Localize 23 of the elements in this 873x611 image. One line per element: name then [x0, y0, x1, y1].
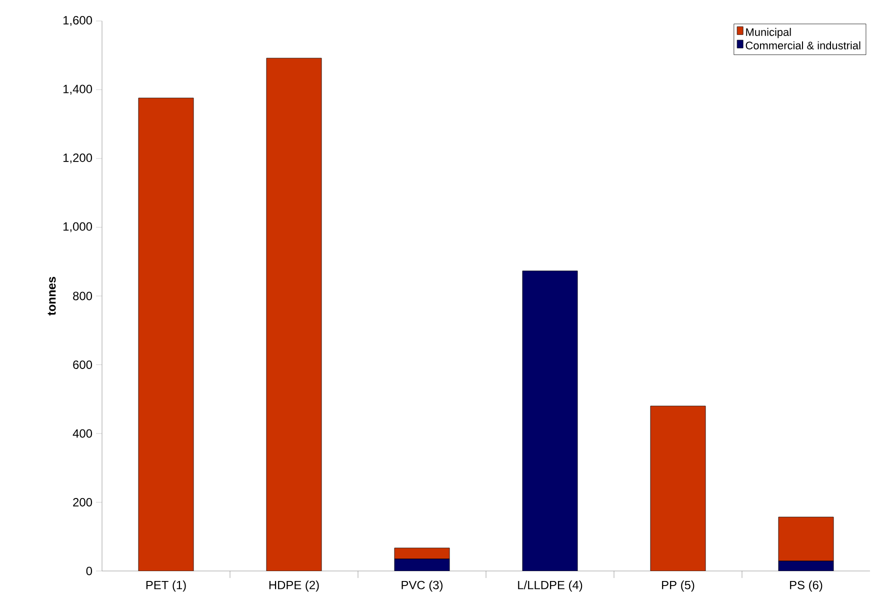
y-tick-label: 800: [73, 292, 92, 300]
y-tick-label: 0: [86, 566, 92, 576]
y-tick-label: 1,200: [63, 154, 92, 164]
x-tick-label: PET (1): [146, 580, 186, 592]
y-tick-label: 200: [73, 498, 92, 506]
x-tick-label: PP (5): [662, 580, 694, 592]
y-tick-label: 1,400: [63, 84, 92, 95]
bar: [778, 516, 834, 562]
y-axis-title: tonnes: [48, 276, 56, 316]
legend-label: Commercial & industrial: [746, 41, 860, 50]
bar: [266, 58, 322, 571]
y-tick-label: 400: [72, 429, 92, 438]
y-tick-label: 1,600: [63, 16, 92, 26]
bar: [138, 98, 194, 571]
y-tick-label: 600: [73, 360, 92, 369]
y-tick-label: 1,000: [63, 222, 92, 232]
legend-label: Municipal: [746, 28, 791, 38]
x-tick-label: HDPE (2): [269, 580, 319, 592]
x-tick-label: PVC (3): [402, 580, 443, 592]
bar: [522, 270, 578, 571]
x-tick-label: L/LLDPE (4): [518, 580, 582, 592]
bar: [650, 406, 706, 571]
x-tick-label: PS (6): [790, 580, 822, 592]
